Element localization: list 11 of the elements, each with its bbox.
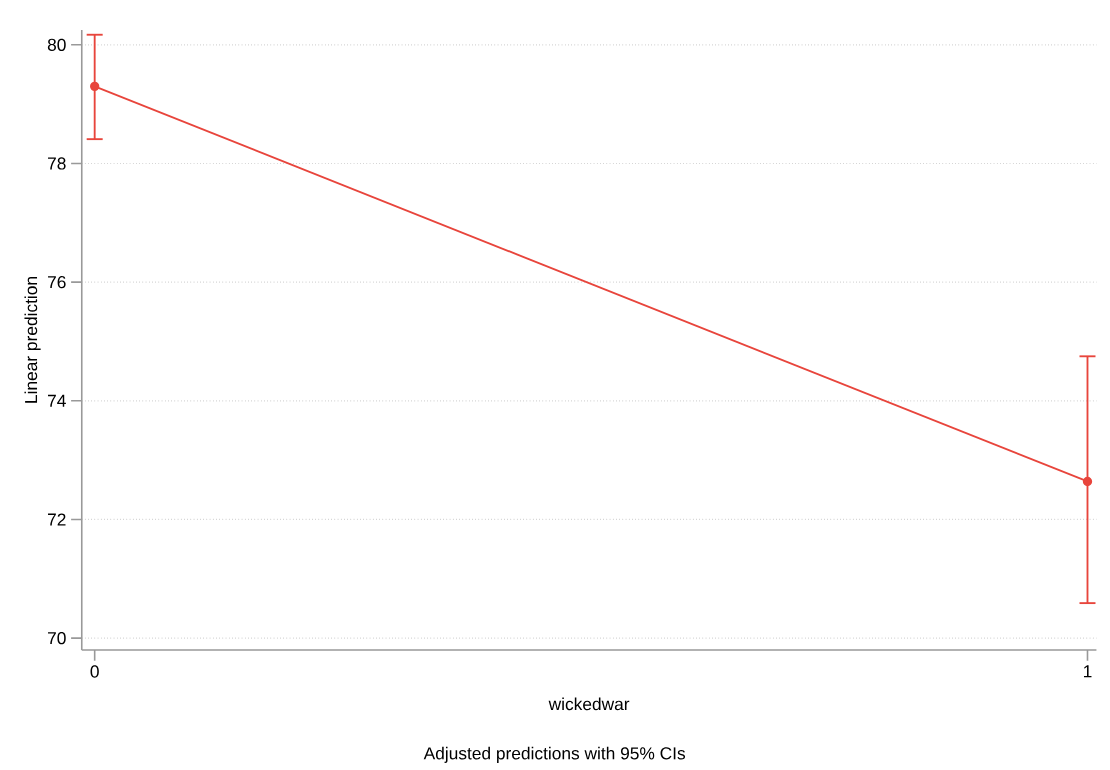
x-tick-label: 0	[90, 665, 99, 678]
x-axis-title: wickedwar	[548, 697, 630, 711]
text: Adjusted predictions with 95% CIs	[423, 746, 686, 763]
y-axis-title: Linear prediction	[24, 277, 41, 403]
y-tick-label: 72	[48, 513, 66, 526]
y-tick-label: 78	[48, 157, 66, 170]
y-tick-label: 74	[48, 394, 66, 407]
y-tick-label: 80	[47, 38, 66, 51]
y-tick-label: 76	[48, 276, 66, 289]
y-tick-label: 70	[48, 631, 66, 645]
x-tick-label: 1	[1083, 665, 1092, 678]
